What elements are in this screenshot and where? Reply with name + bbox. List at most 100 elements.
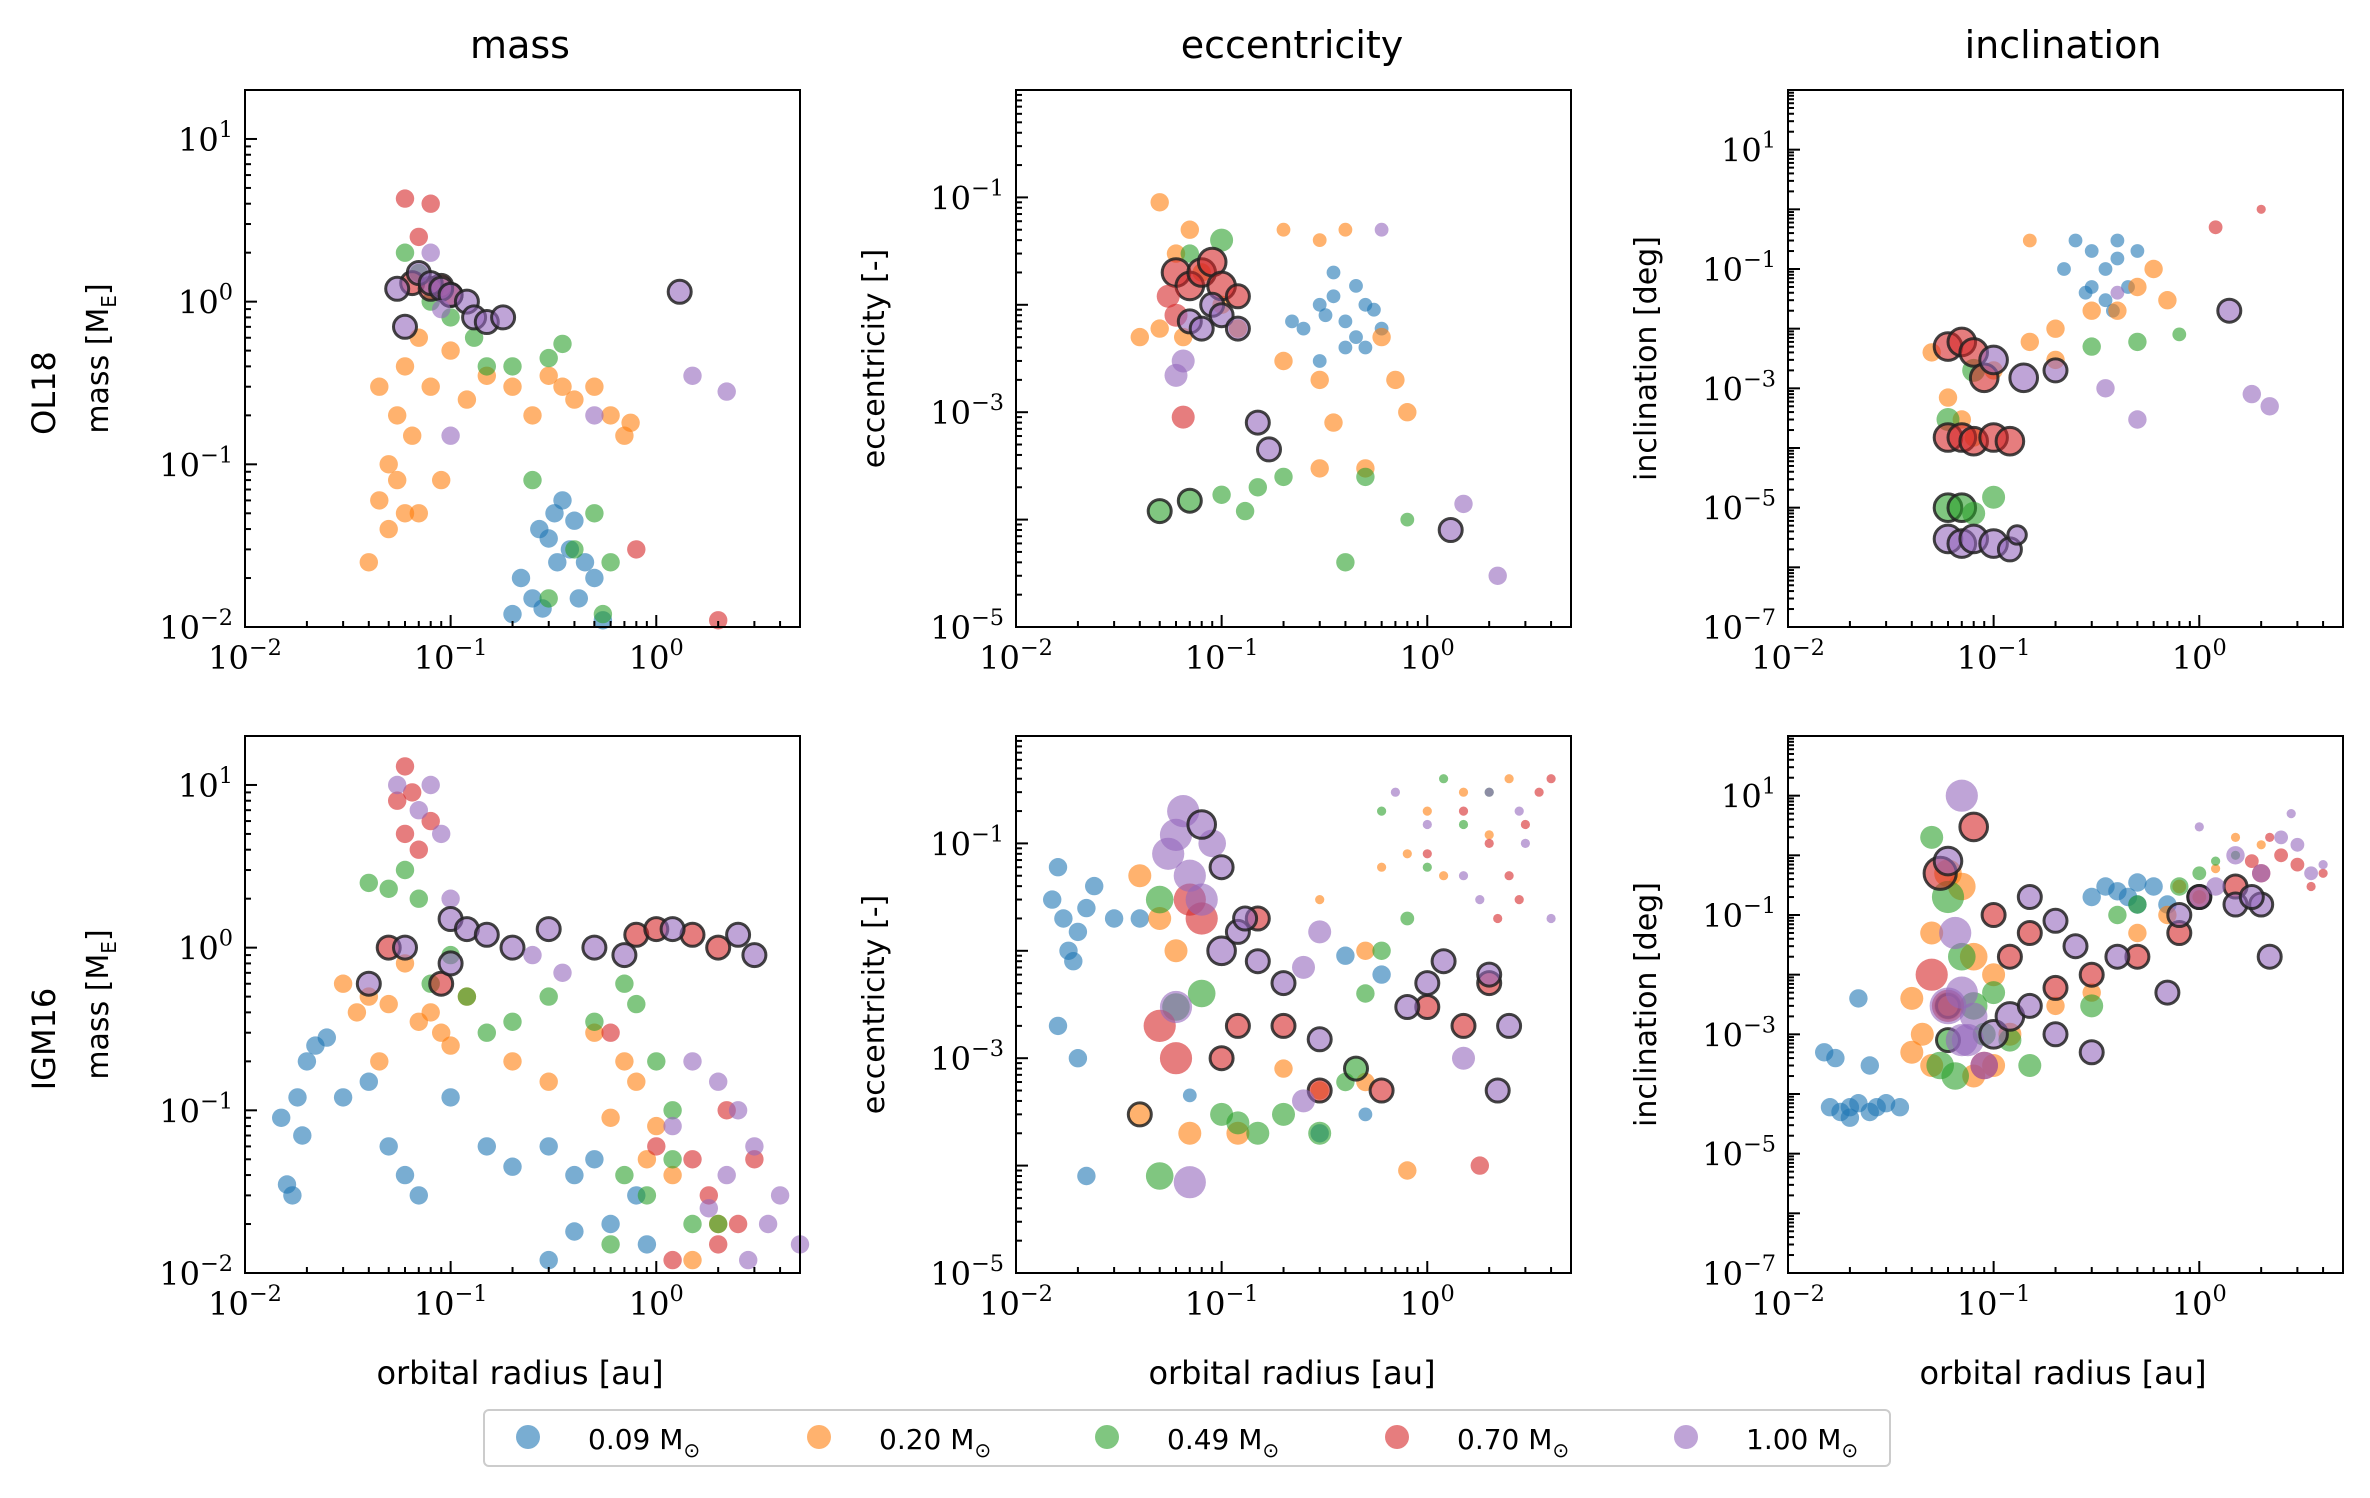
data-point xyxy=(1159,990,1193,1024)
data-point xyxy=(2244,854,2259,868)
data-point xyxy=(539,1250,558,1270)
data-point xyxy=(2128,277,2147,297)
data-point xyxy=(2238,884,2265,910)
data-point xyxy=(1945,779,1978,812)
data-point xyxy=(601,1023,620,1042)
plot-area xyxy=(1016,736,1571,1273)
data-point xyxy=(585,1150,604,1169)
axes-frame xyxy=(1015,735,1572,1274)
x-tick-label: 10−2 xyxy=(1751,635,1825,677)
data-point xyxy=(2256,840,2266,850)
data-point xyxy=(539,987,558,1006)
y-tick-label: 10−1 xyxy=(159,442,233,484)
data-point xyxy=(2042,907,2069,934)
data-point xyxy=(717,1165,736,1185)
data-point xyxy=(2082,301,2101,320)
data-point xyxy=(1484,838,1494,849)
data-point xyxy=(490,304,517,331)
data-point xyxy=(709,1235,728,1254)
data-point xyxy=(2206,877,2225,896)
data-point xyxy=(1226,1111,1250,1135)
data-point xyxy=(1068,1049,1088,1068)
data-point xyxy=(1422,806,1432,816)
data-point xyxy=(1180,220,1200,239)
data-point xyxy=(503,1157,522,1176)
data-point xyxy=(1372,941,1391,960)
data-point xyxy=(601,553,620,572)
data-point xyxy=(1520,819,1530,830)
data-point xyxy=(1308,920,1332,944)
y-tick-label: 10−2 xyxy=(159,605,233,647)
data-point xyxy=(2260,397,2279,416)
data-point xyxy=(2318,860,2328,870)
data-point xyxy=(409,801,428,820)
data-point xyxy=(1358,297,1373,312)
data-point xyxy=(553,963,572,982)
data-point xyxy=(1232,905,1259,932)
y-ticks: 101 100 10−1 10−2 xyxy=(159,89,257,647)
data-point xyxy=(1910,1022,1934,1046)
panel-ol18-mass: 10−2 10−1 100 101 100 10−1 10−2 mass [ME] xyxy=(81,89,801,677)
data-point xyxy=(1145,1162,1174,1190)
legend-marker xyxy=(516,1425,540,1449)
data-point xyxy=(770,1186,790,1205)
data-point xyxy=(2154,979,2181,1006)
data-point xyxy=(1043,890,1062,909)
data-point xyxy=(421,1003,440,1022)
x-ticks: 10−2 10−1 100 xyxy=(1751,615,2344,677)
data-point xyxy=(1312,233,1327,248)
data-point xyxy=(1310,370,1329,390)
data-point xyxy=(1270,1012,1297,1039)
data-point xyxy=(288,1088,307,1107)
data-point xyxy=(441,1088,460,1107)
data-point xyxy=(1318,308,1333,323)
data-point xyxy=(395,504,415,523)
data-point xyxy=(523,406,542,425)
data-point xyxy=(395,189,415,208)
data-point xyxy=(1326,289,1341,304)
data-point xyxy=(2042,1021,2069,1048)
data-point xyxy=(1358,340,1373,355)
data-point xyxy=(593,604,613,624)
data-point xyxy=(388,791,407,810)
data-point xyxy=(2110,285,2125,300)
data-point xyxy=(359,553,378,572)
data-point xyxy=(457,987,477,1006)
data-point xyxy=(1296,321,1311,336)
data-point xyxy=(535,916,562,943)
data-point xyxy=(1356,941,1375,960)
data-point xyxy=(395,243,415,262)
data-point xyxy=(553,334,572,354)
data-point xyxy=(1312,354,1327,368)
data-point xyxy=(539,1072,558,1091)
y-tick-label: 10−7 xyxy=(1702,1251,1776,1293)
column-title-inclination: inclination xyxy=(1965,23,2162,67)
data-point xyxy=(2304,866,2319,881)
data-point xyxy=(317,1028,336,1047)
data-point xyxy=(709,1072,728,1091)
data-point xyxy=(2057,262,2071,276)
legend-marker xyxy=(1674,1425,1698,1449)
data-point xyxy=(565,1222,584,1241)
data-point xyxy=(409,840,428,859)
data-point xyxy=(1310,459,1329,478)
data-point xyxy=(1938,388,1958,407)
data-point xyxy=(1077,1166,1096,1186)
data-point xyxy=(2230,832,2241,843)
y-tick-label: 100 xyxy=(178,280,233,322)
data-point xyxy=(2110,251,2125,266)
data-point xyxy=(1256,436,1282,463)
data-point xyxy=(1377,862,1387,872)
y-tick-label: 10−3 xyxy=(1702,366,1776,408)
data-point xyxy=(1054,909,1073,928)
x-tick-label: 100 xyxy=(1400,635,1455,677)
points-layer xyxy=(359,189,736,630)
data-point xyxy=(585,504,604,523)
data-point xyxy=(379,1137,398,1156)
data-point xyxy=(1150,319,1169,338)
x-tick-label: 100 xyxy=(629,1281,684,1323)
y-tick-label: 10−3 xyxy=(930,390,1004,432)
data-point xyxy=(1475,895,1485,905)
data-point xyxy=(1941,1062,1969,1090)
data-point xyxy=(637,1235,657,1254)
